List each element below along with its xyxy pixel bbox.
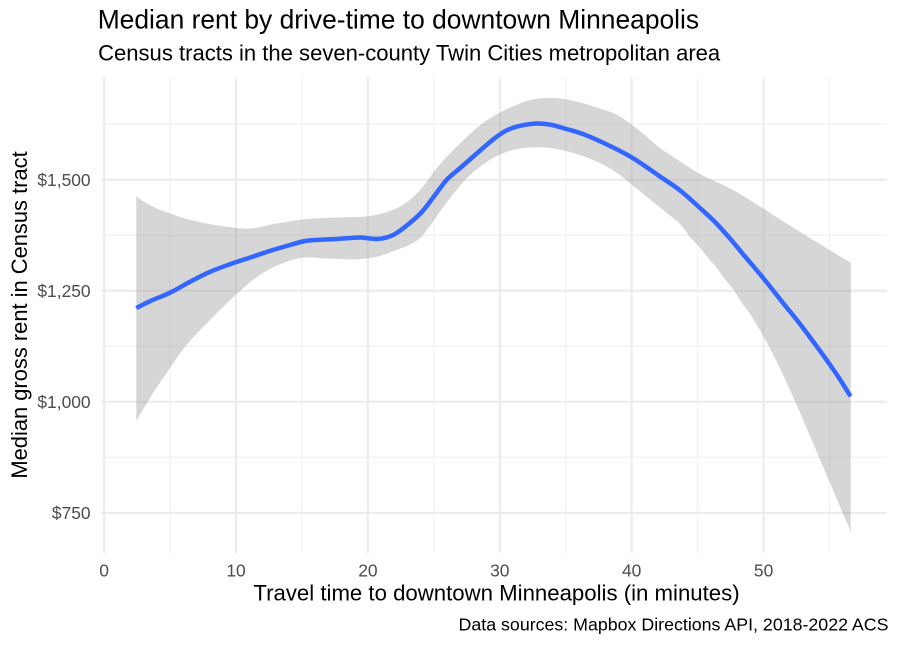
svg-text:$1,500: $1,500 [37, 170, 90, 190]
svg-text:$1,250: $1,250 [37, 281, 90, 301]
svg-text:Data sources: Mapbox Direction: Data sources: Mapbox Directions API, 201… [459, 615, 889, 635]
svg-text:$1,000: $1,000 [37, 392, 90, 412]
svg-text:Median rent by drive-time to d: Median rent by drive-time to downtown Mi… [98, 5, 699, 35]
svg-text:Census tracts in the seven-cou: Census tracts in the seven-county Twin C… [98, 41, 721, 66]
svg-text:30: 30 [490, 561, 509, 581]
svg-text:$750: $750 [52, 503, 91, 523]
svg-text:20: 20 [358, 561, 377, 581]
svg-text:50: 50 [754, 561, 773, 581]
svg-text:10: 10 [226, 561, 245, 581]
svg-text:0: 0 [99, 561, 109, 581]
svg-text:Travel time to downtown Minnea: Travel time to downtown Minneapolis (in … [253, 581, 739, 606]
svg-text:40: 40 [622, 561, 641, 581]
svg-text:Median gross rent in Census tr: Median gross rent in Census tract [7, 151, 32, 478]
